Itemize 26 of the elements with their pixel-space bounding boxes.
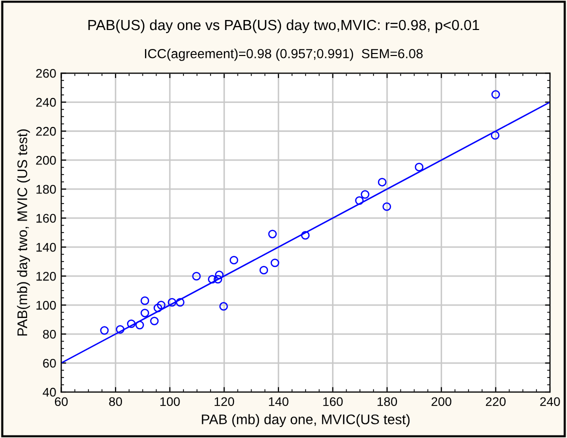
x-tick-label: 100 [160,397,180,406]
y-tick-label: 180 [36,184,56,194]
x-tick-label: 220 [486,397,506,406]
x-tick-label: 140 [268,397,288,406]
y-tick-label: 160 [36,214,56,223]
y-tick-label: 140 [36,242,56,252]
y-tick-label: 100 [36,300,56,310]
x-tick-label: 200 [432,397,452,406]
chart-subtitle: ICC(agreement)=0.98 (0.957;0.991) SEM=6.08 [145,48,423,61]
y-tick-label: 220 [36,126,56,136]
y-tick-label: 120 [36,272,56,281]
chart-title: PAB(US) day one vs PAB(US) day two,MVIC: r=0.98, p<0.01 [88,19,480,34]
x-tick-label: 180 [378,397,398,406]
x-tick-label: 60 [54,397,68,406]
y-tick-label: 200 [36,156,56,165]
x-tick-label: 240 [540,397,560,406]
y-tick-label: 40 [42,388,56,397]
y-tick-label: 80 [43,330,56,339]
x-tick-label: 160 [323,397,343,406]
x-axis-title: PAB (mb) day one, MVIC(US test) [202,414,410,428]
y-tick-label: 260 [36,68,56,78]
y-axis-title: PAB(mb) day two, MVIC (US test) [17,129,30,336]
y-tick-label: 240 [36,98,56,107]
x-tick-label: 80 [109,397,122,406]
y-tick-label: 60 [43,358,56,368]
x-tick-label: 120 [214,397,234,406]
